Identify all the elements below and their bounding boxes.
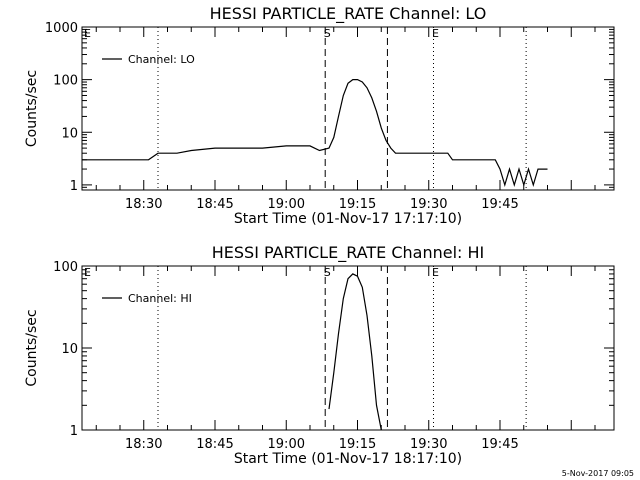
edge-marker-label: E — [84, 27, 91, 40]
y-tick-label: 1000 — [45, 21, 78, 36]
x-tick-label: 19:45 — [481, 197, 518, 212]
lo-channel-panel: HESSI PARTICLE_RATE Channel: LO Start Tim… — [24, 4, 615, 227]
x-axis-label: Start Time (01-Nov-17 17:17:10) — [234, 211, 462, 227]
x-tick-label: 19:30 — [410, 197, 447, 212]
x-tick-label: 18:45 — [196, 197, 233, 212]
legend-label: Channel: HI — [128, 292, 192, 305]
x-tick-label: 18:45 — [196, 437, 233, 452]
time-marker-label: E — [432, 266, 439, 279]
chart-title: HESSI PARTICLE_RATE Channel: HI — [212, 243, 485, 263]
x-tick-label: 19:45 — [481, 437, 518, 452]
y-tick-label: 10 — [61, 126, 78, 141]
x-tick-label: 18:30 — [125, 197, 162, 212]
x-tick-label: 19:30 — [410, 437, 447, 452]
y-tick-label: 10 — [61, 342, 78, 357]
y-axis-label: Counts/sec — [24, 309, 40, 386]
series-line — [328, 273, 382, 431]
time-marker-label: E — [432, 27, 439, 40]
y-tick-label: 1 — [70, 424, 78, 439]
x-tick-label: 19:15 — [339, 437, 376, 452]
series-line — [82, 78, 548, 187]
x-tick-label: 18:30 — [125, 437, 162, 452]
y-axis-label: Counts/sec — [24, 70, 40, 147]
edge-marker-label: E — [84, 266, 91, 279]
generation-timestamp: 5-Nov-2017 09:05 — [561, 469, 634, 478]
time-marker-label: S — [324, 27, 331, 40]
hi-channel-panel: HESSI PARTICLE_RATE Channel: HI Start Tim… — [24, 243, 615, 467]
x-tick-label: 19:15 — [339, 197, 376, 212]
chart-title: HESSI PARTICLE_RATE Channel: LO — [210, 4, 487, 24]
x-tick-label: 19:00 — [268, 197, 305, 212]
legend-label: Channel: LO — [128, 53, 195, 66]
y-tick-label: 100 — [53, 260, 78, 275]
plot-frame — [81, 26, 615, 191]
y-tick-label: 100 — [53, 74, 78, 89]
plot-frame — [81, 265, 615, 431]
y-tick-label: 1 — [70, 179, 78, 194]
time-marker-label: S — [324, 266, 331, 279]
x-axis-label: Start Time (01-Nov-17 18:17:10) — [234, 451, 462, 467]
x-tick-label: 19:00 — [268, 437, 305, 452]
